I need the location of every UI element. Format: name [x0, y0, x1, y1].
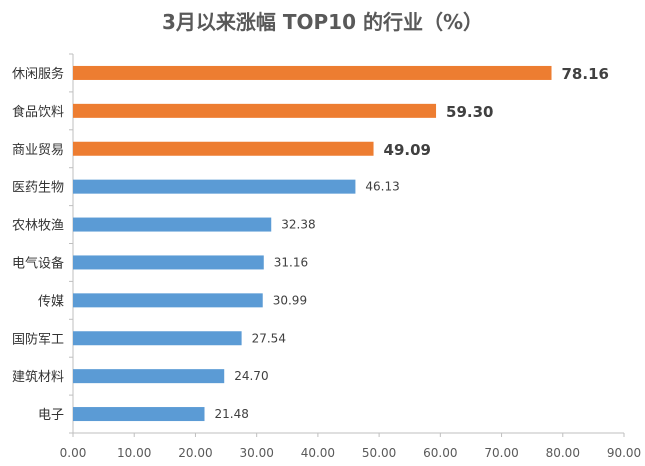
bar	[73, 331, 242, 346]
x-tick-label: 30.00	[239, 446, 273, 460]
data-label: 24.70	[234, 369, 268, 383]
category-label: 农林牧渔	[12, 219, 64, 234]
category-label: 国防军工	[12, 331, 64, 347]
data-label: 31.16	[274, 255, 308, 269]
chart-title: 3月以来涨幅 TOP10 的行业（%）	[161, 10, 483, 34]
category-label: 休闲服务	[12, 66, 64, 82]
x-tick-label: 60.00	[423, 446, 457, 460]
bar	[73, 369, 225, 384]
x-tick-label: 90.00	[607, 446, 641, 460]
category-label: 电气设备	[12, 255, 64, 271]
data-label: 59.30	[446, 103, 493, 121]
x-tick-label: 20.00	[178, 446, 212, 460]
category-label: 建筑材料	[12, 369, 64, 385]
bar	[73, 65, 552, 80]
category-label: 食品饮料	[12, 104, 64, 120]
data-label: 78.16	[562, 65, 609, 83]
x-tick-label: 80.00	[546, 446, 580, 460]
x-tick-label: 0.00	[60, 446, 87, 460]
category-label: 传媒	[38, 294, 64, 309]
data-label: 49.09	[384, 141, 431, 159]
x-tick-label: 40.00	[301, 446, 335, 460]
category-label: 医药生物	[12, 181, 64, 196]
data-label: 32.38	[281, 218, 315, 232]
bar	[73, 255, 264, 270]
category-label: 商业贸易	[12, 143, 64, 158]
bar	[73, 103, 437, 118]
data-label: 30.99	[273, 293, 307, 307]
x-tick-label: 10.00	[117, 446, 151, 460]
data-label: 21.48	[215, 407, 249, 421]
data-label: 27.54	[252, 331, 286, 345]
bar	[73, 217, 272, 232]
x-tick-label: 70.00	[484, 446, 518, 460]
bar	[73, 407, 205, 422]
x-tick-label: 50.00	[362, 446, 396, 460]
bar	[73, 141, 374, 156]
bar	[73, 179, 356, 194]
data-label: 46.13	[365, 180, 399, 194]
category-label: 电子	[38, 408, 64, 423]
bar	[73, 293, 263, 308]
